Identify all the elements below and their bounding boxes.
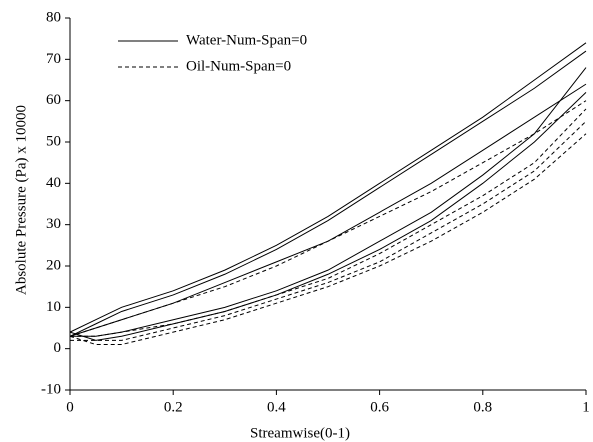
series-line <box>69 100 587 337</box>
y-tick-label: 70 <box>46 51 61 67</box>
x-axis-label: Streamwise(0-1) <box>250 425 350 441</box>
x-tick-label: 0.2 <box>164 399 183 415</box>
series-line <box>70 67 587 337</box>
y-tick-label: 60 <box>46 92 61 108</box>
y-tick-label: 20 <box>46 257 61 273</box>
legend-label: Water-Num-Span=0 <box>186 32 307 48</box>
y-tick-label: 40 <box>46 175 61 191</box>
legend-label: Oil-Num-Span=0 <box>186 58 291 74</box>
y-tick-label: -10 <box>41 381 61 397</box>
series-line <box>70 108 587 337</box>
x-tick-label: 0.6 <box>370 399 389 415</box>
series-line <box>69 133 587 346</box>
y-tick-label: 0 <box>54 340 62 356</box>
x-tick-label: 0 <box>66 399 74 415</box>
x-tick-label: 0.4 <box>267 399 286 415</box>
series-line <box>69 83 587 337</box>
x-tick-label: 1 <box>582 399 590 415</box>
y-tick-label: 50 <box>46 133 61 149</box>
y-tick-label: 10 <box>46 299 61 315</box>
series-line <box>69 92 587 341</box>
series-line <box>70 120 587 341</box>
series-line <box>69 50 587 337</box>
x-tick-label: 0.8 <box>473 399 492 415</box>
y-tick-label: 30 <box>46 216 61 232</box>
series-line <box>69 42 587 333</box>
y-axis-label: Absolute Pressure (Pa) x 10000 <box>13 105 29 295</box>
y-tick-label: 80 <box>46 9 61 25</box>
